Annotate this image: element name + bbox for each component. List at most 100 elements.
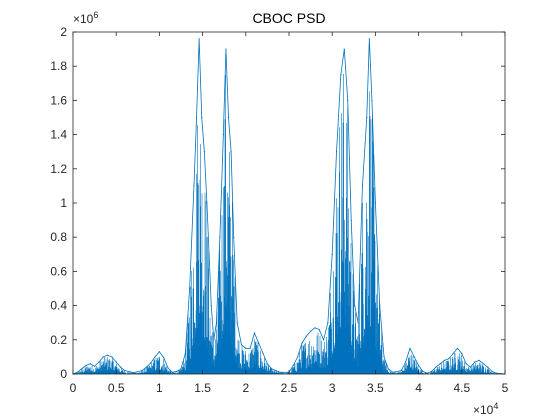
psd-data-point [262,352,264,355]
psd-data-point [478,359,480,361]
psd-data-point [240,344,243,346]
psd-data-point [426,372,428,374]
y-tick-label: 1.8 [50,59,67,73]
psd-data-point [465,363,467,365]
psd-data-point [111,356,113,358]
psd-data-point [132,372,135,374]
y-tick-label: 2 [60,25,67,39]
psd-data-point [292,364,294,367]
psd-data-point [236,322,238,324]
psd-data-point [305,335,307,337]
psd-data-point [340,74,342,76]
y-tick-label: 1.2 [50,162,67,176]
x-tick-label: 0.5 [108,381,125,395]
psd-data-point [271,368,273,370]
y-tick-label: 0.4 [50,299,67,313]
psd-data-point [331,253,333,255]
y-exponent-base: ×10 [73,12,94,26]
psd-data-point [266,363,268,365]
psd-data-point [452,352,454,355]
psd-data-point [487,366,489,368]
psd-data-point [201,116,203,119]
psd-data-point [400,369,402,372]
psd-data-point [435,366,437,368]
psd-data-point [222,134,224,136]
x-exponent-base: ×10 [473,403,494,417]
x-exponent-power: 4 [493,401,498,411]
psd-data-point [392,371,394,373]
psd-data-point [124,369,126,372]
y-tick-label: 0.2 [50,333,67,347]
psd-data-point [469,366,472,368]
psd-data-point [275,369,277,372]
psd-data-point [354,305,356,307]
psd-data-point [158,351,160,353]
psd-data-point [383,356,385,358]
psd-data-point [98,361,100,363]
psd-data-point [379,305,381,307]
psd-data-point [301,342,303,344]
y-tick-label: 1 [60,196,67,210]
psd-data-point [361,185,364,187]
psd-data-point [371,99,373,101]
psd-data-point [141,369,143,372]
psd-data-point [253,332,256,334]
psd-data-point [119,366,122,368]
psd-data-point [180,368,182,370]
psd-data-point [409,347,411,349]
psd-data-point [195,116,198,119]
psd-data-point [233,236,235,238]
psd-data-point [184,352,186,355]
psd-data-point [310,330,312,332]
psd-data-point [327,322,329,324]
psd-data-point [89,363,91,365]
x-tick-label: 3.5 [367,381,384,395]
psd-data-point [167,367,169,369]
psd-data-point [418,364,420,367]
y-tick-label: 1.4 [50,128,67,142]
psd-data-point [76,371,78,373]
psd-data-point [343,48,345,50]
psd-data-point [106,354,109,356]
y-tick-label: 0 [60,367,67,381]
x-tick-label: 1 [156,381,163,395]
psd-data-point [81,368,83,370]
x-tick-label: 5 [502,381,509,395]
psd-data-point [219,236,221,238]
psd-data-point [374,202,376,204]
x-axis: 0 0.5 1 1.5 2 2.5 3 3.5 4 4.5 5 [70,32,509,395]
psd-data-point [357,322,359,324]
x-tick-label: 2.5 [281,381,298,395]
psd-data-point [413,356,415,358]
chart-title: CBOC PSD [252,10,325,26]
psd-data-point [210,305,212,307]
y-exponent-power: 6 [93,10,98,20]
x-tick-label: 4.5 [453,381,470,395]
psd-data-point [456,347,459,349]
x-tick-label: 3 [329,381,336,395]
psd-data-point [198,38,200,40]
psd-data-point [245,347,247,349]
psd-data-point [314,327,316,329]
y-tick-label: 0.8 [50,230,67,244]
psd-data-point [203,151,205,153]
psd-data-point [213,339,215,341]
plot-area [73,32,505,374]
psd-data-point [491,370,493,373]
psd-data-point [422,370,424,373]
psd-data-point [443,359,446,361]
x-tick-label: 2 [242,381,249,395]
x-axis-exponent: ×104 [473,401,498,417]
psd-data-point [474,361,476,363]
psd-data-point [154,356,156,358]
psd-data-point [347,99,349,101]
psd-data-point [115,361,117,363]
psd-data-point [227,116,230,119]
psd-data-point [279,371,281,373]
psd-data-point [318,328,320,331]
psd-series-spikes [73,74,505,374]
x-tick-label: 4 [415,381,422,395]
psd-data-point [430,370,433,373]
psd-data-point [176,370,178,373]
